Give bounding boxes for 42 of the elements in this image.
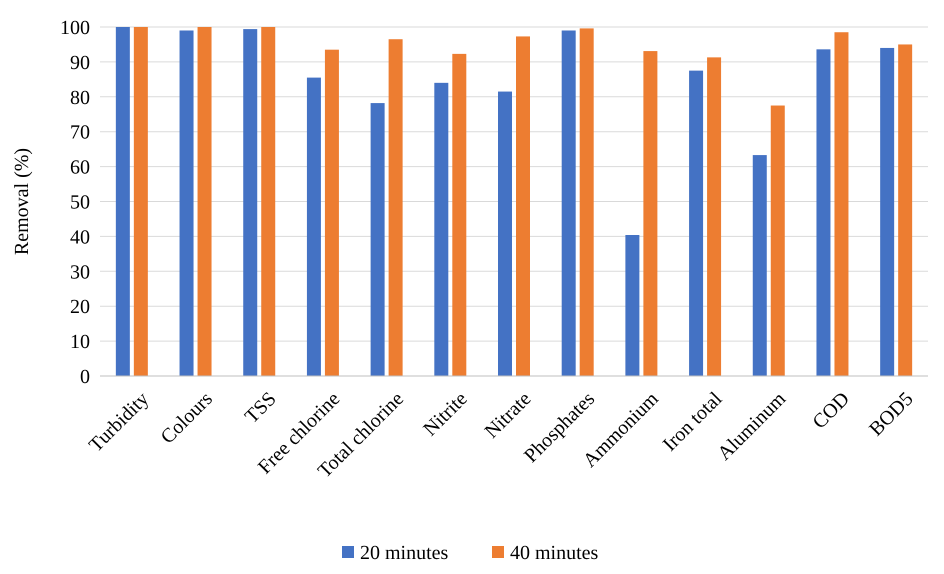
y-tick-label: 80 (70, 86, 90, 109)
bar (306, 78, 321, 376)
bar (452, 54, 466, 376)
y-tick-label: 40 (70, 226, 90, 248)
bar (625, 235, 640, 376)
bar (116, 27, 130, 376)
bar (898, 44, 912, 376)
bar (498, 92, 512, 376)
bar (562, 30, 576, 376)
bar (707, 57, 722, 376)
y-tick-label: 70 (70, 122, 90, 144)
y-axis-title: Removal (%) (11, 148, 33, 256)
bar (134, 27, 148, 376)
bar (752, 155, 767, 376)
bar (198, 27, 212, 376)
bar (834, 32, 848, 376)
y-tick-label: 50 (70, 192, 90, 214)
y-tick-label: 20 (70, 296, 90, 318)
bar (580, 28, 594, 376)
bar (180, 30, 194, 376)
y-tick-label: 60 (70, 156, 90, 179)
bar (689, 70, 704, 376)
y-tick-label: 10 (70, 331, 90, 354)
bar (816, 49, 830, 376)
bar (770, 106, 785, 376)
y-tick-label: 100 (60, 17, 90, 39)
x-tick-label: COD (808, 388, 854, 434)
bar (324, 50, 339, 376)
legend-label: 40 minutes (510, 542, 599, 564)
bar (388, 39, 403, 376)
bar (243, 29, 258, 376)
x-tick-label: TSS (240, 388, 281, 428)
y-tick-label: 0 (80, 366, 90, 388)
bar (261, 27, 276, 376)
bar (643, 51, 658, 376)
legend-label: 20 minutes (360, 542, 449, 564)
bar (370, 103, 385, 376)
bar (434, 82, 448, 376)
y-tick-label: 90 (70, 52, 90, 74)
y-tick-label: 30 (70, 261, 90, 284)
bar (880, 48, 894, 376)
bar (516, 36, 530, 376)
